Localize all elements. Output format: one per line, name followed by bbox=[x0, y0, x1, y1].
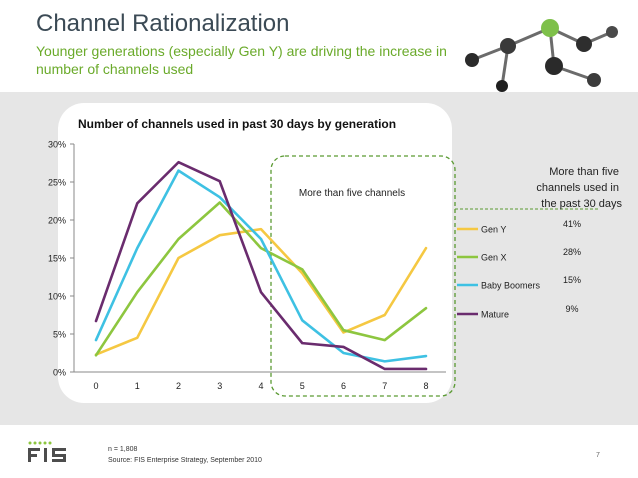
y-tick-label: 10% bbox=[48, 292, 66, 302]
x-tick-label: 1 bbox=[135, 381, 140, 391]
y-tick-label: 30% bbox=[48, 140, 66, 150]
x-tick-label: 2 bbox=[176, 381, 181, 391]
x-tick-label: 0 bbox=[93, 381, 98, 391]
x-tick-label: 6 bbox=[341, 381, 346, 391]
slide-title: Channel Rationalization bbox=[36, 10, 290, 37]
series-line-gen-x bbox=[94, 201, 428, 357]
chart-title: Number of channels used in past 30 days … bbox=[78, 117, 396, 131]
legend-label-mature: Mature bbox=[481, 310, 509, 320]
x-axis-ticks: 0 1 2 3 4 5 6 7 8 bbox=[93, 381, 428, 391]
fis-logo bbox=[28, 441, 66, 462]
legend-label-gen-y: Gen Y bbox=[481, 225, 506, 235]
axes bbox=[73, 144, 446, 373]
legend-label-gen-x: Gen X bbox=[481, 253, 507, 263]
legend-value-gen-x: 28% bbox=[563, 247, 581, 257]
y-tick-label: 20% bbox=[48, 216, 66, 226]
source-note: Source: FIS Enterprise Strategy, Septemb… bbox=[108, 457, 262, 464]
x-tick-label: 4 bbox=[258, 381, 263, 391]
y-tick-label: 5% bbox=[53, 330, 66, 340]
x-tick-label: 5 bbox=[300, 381, 305, 391]
series-line-baby-boomers bbox=[94, 169, 428, 363]
x-tick-label: 7 bbox=[382, 381, 387, 391]
highlight-label: More than five channels bbox=[299, 188, 405, 199]
legend: Gen Y 41% Gen X 28% Baby Boomers 15% Mature 9% bbox=[457, 219, 581, 320]
y-tick-label: 0% bbox=[53, 368, 66, 378]
legend-value-gen-y: 41% bbox=[563, 219, 581, 229]
x-tick-label: 3 bbox=[217, 381, 222, 391]
sample-size-note: n = 1,808 bbox=[108, 446, 138, 453]
x-tick-label: 8 bbox=[423, 381, 428, 391]
y-tick-label: 15% bbox=[48, 254, 66, 264]
legend-value-mature: 9% bbox=[565, 304, 578, 314]
page-number: 7 bbox=[596, 452, 600, 459]
series-lines bbox=[94, 160, 428, 371]
slide-subtitle: Younger generations (especially Gen Y) a… bbox=[36, 43, 447, 77]
y-axis-ticks: 0% 5% 10% 15% 20% 25% 30% bbox=[48, 140, 74, 378]
legend-value-baby-boomers: 15% bbox=[563, 275, 581, 285]
chart-panel bbox=[58, 103, 452, 403]
series-line-mature bbox=[94, 160, 428, 371]
series-line-gen-y bbox=[94, 227, 428, 356]
highlight-box bbox=[270, 155, 456, 397]
y-tick-label: 25% bbox=[48, 178, 66, 188]
molecule-graphic bbox=[465, 19, 618, 92]
legend-header: More than five channels used in the past… bbox=[536, 166, 622, 210]
legend-label-baby-boomers: Baby Boomers bbox=[481, 281, 541, 291]
